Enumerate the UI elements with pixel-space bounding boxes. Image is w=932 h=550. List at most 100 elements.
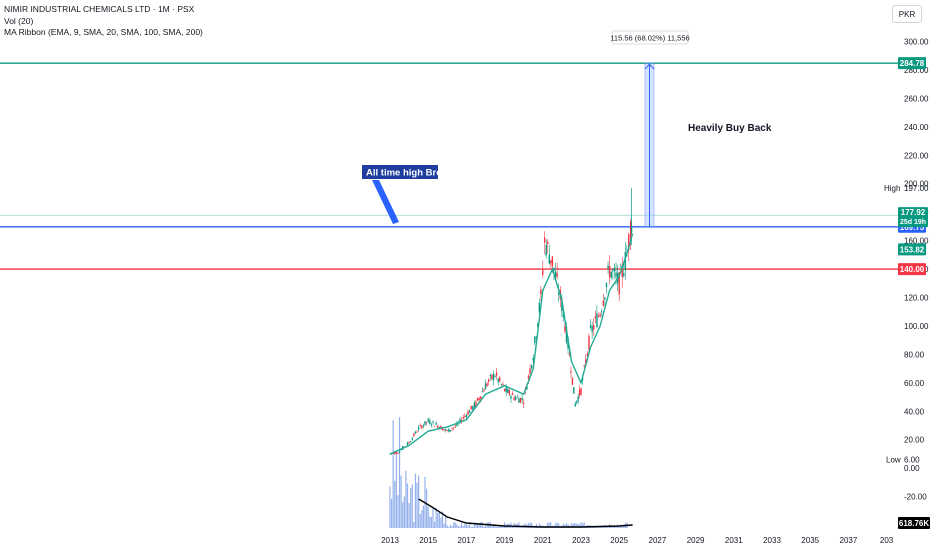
candle-body bbox=[499, 377, 501, 382]
volume-bar bbox=[453, 522, 455, 528]
volume-bar bbox=[470, 526, 472, 528]
candle-body bbox=[519, 397, 522, 403]
volume-bar bbox=[467, 525, 469, 528]
ma-ribbon-indicator-label[interactable]: MA Ribbon (EMA, 9, SMA, 20, SMA, 100, SM… bbox=[4, 27, 203, 37]
volume-bar bbox=[577, 523, 579, 528]
volume-bar bbox=[398, 417, 401, 528]
candle-body bbox=[419, 425, 421, 426]
volume-bar bbox=[527, 523, 530, 528]
volume-bar bbox=[410, 488, 412, 528]
candle-body bbox=[505, 387, 507, 393]
candle-body bbox=[548, 254, 550, 264]
candle-body bbox=[409, 441, 412, 443]
candle-body bbox=[459, 418, 461, 422]
volume-bar bbox=[472, 526, 474, 528]
candle-body bbox=[492, 373, 495, 381]
candle-body bbox=[580, 388, 582, 395]
volume-bar bbox=[465, 524, 467, 528]
candle-body bbox=[561, 298, 563, 312]
candle-body bbox=[400, 449, 402, 451]
candle-body bbox=[516, 396, 519, 398]
y-tick-label: 120.00 bbox=[904, 294, 929, 303]
candle-body bbox=[523, 402, 525, 404]
volume-bar bbox=[402, 502, 404, 528]
x-tick-label: 2023 bbox=[572, 536, 590, 545]
y-tick-label: 200.00 bbox=[904, 180, 929, 189]
volume-bar bbox=[556, 522, 558, 528]
candle-body bbox=[500, 384, 503, 385]
measure-arrow-head bbox=[644, 63, 655, 70]
y-tick-label: 80.00 bbox=[904, 350, 925, 359]
volume-bar bbox=[580, 522, 582, 528]
volume-bar bbox=[426, 488, 428, 528]
candle-body bbox=[571, 377, 574, 385]
volume-bar bbox=[497, 526, 499, 528]
volume-bar bbox=[610, 526, 612, 528]
candle-body bbox=[607, 265, 609, 269]
y-tick-label: 160.00 bbox=[904, 237, 929, 246]
symbol-title[interactable]: NIMIR INDUSTRIAL CHEMICALS LTD · 1M · PS… bbox=[4, 4, 195, 14]
candle-body bbox=[513, 397, 515, 401]
volume-bar bbox=[456, 524, 458, 528]
candle-body bbox=[547, 241, 549, 245]
candle-body bbox=[578, 389, 581, 396]
candle-body bbox=[623, 273, 625, 277]
candle-body bbox=[440, 425, 442, 430]
volume-bar bbox=[539, 523, 541, 528]
candle-body bbox=[624, 251, 627, 271]
volume-bar bbox=[574, 523, 576, 528]
y-tick-label: 280.00 bbox=[904, 66, 929, 75]
volume-bar bbox=[454, 522, 456, 528]
volume-bar bbox=[395, 450, 397, 528]
candle-body bbox=[612, 270, 614, 272]
candle-body bbox=[564, 326, 566, 332]
volume-bar bbox=[438, 512, 440, 528]
candle-body bbox=[413, 433, 415, 437]
volume-bar bbox=[599, 526, 601, 528]
volume-bar bbox=[433, 521, 436, 528]
x-tick-label: 2017 bbox=[458, 536, 476, 545]
candle-body bbox=[600, 311, 603, 312]
candle-body bbox=[473, 402, 476, 408]
volume-bar bbox=[481, 522, 483, 528]
volume-tag-label: 618.76K bbox=[899, 519, 929, 528]
candle-body bbox=[529, 368, 531, 374]
x-tick-label: 2021 bbox=[534, 536, 552, 545]
volume-bar bbox=[464, 523, 466, 528]
high-label: High bbox=[884, 184, 900, 193]
x-tick-label: 2019 bbox=[496, 536, 514, 545]
candle-body bbox=[491, 374, 493, 380]
volume-bar bbox=[581, 523, 584, 528]
candle-body bbox=[604, 297, 606, 300]
volume-bar bbox=[413, 522, 415, 528]
candle-body bbox=[397, 452, 399, 454]
candle-body bbox=[465, 414, 468, 418]
volume-indicator-label[interactable]: Vol (20) bbox=[4, 15, 34, 26]
volume-bar bbox=[427, 506, 429, 528]
volume-bar bbox=[430, 517, 432, 528]
candle-body bbox=[570, 371, 572, 373]
volume-bar bbox=[405, 470, 407, 528]
all-time-high-label: All time high Broke. bbox=[366, 168, 455, 179]
y-tick-label: 300.00 bbox=[904, 38, 929, 47]
candle-body bbox=[438, 427, 441, 429]
volume-bar bbox=[437, 512, 439, 528]
candle-body bbox=[487, 379, 490, 382]
candle-body bbox=[586, 353, 589, 356]
y-tick-label: 40.00 bbox=[904, 407, 925, 416]
candle-body bbox=[540, 289, 542, 294]
candle-body bbox=[535, 337, 538, 339]
chart-legend: NIMIR INDUSTRIAL CHEMICALS LTD · 1M · PS… bbox=[4, 4, 203, 39]
currency-badge[interactable]: PKR bbox=[892, 5, 922, 23]
candle-body bbox=[613, 267, 616, 272]
volume-bar bbox=[408, 503, 410, 528]
volume-bar bbox=[601, 526, 603, 528]
candle-body bbox=[456, 423, 458, 426]
candle-body bbox=[530, 365, 533, 369]
volume-bar bbox=[615, 526, 617, 528]
candle-body bbox=[554, 271, 557, 278]
x-tick-label: 2037 bbox=[840, 536, 858, 545]
volume-bar bbox=[441, 511, 444, 528]
candle-body bbox=[515, 397, 517, 400]
